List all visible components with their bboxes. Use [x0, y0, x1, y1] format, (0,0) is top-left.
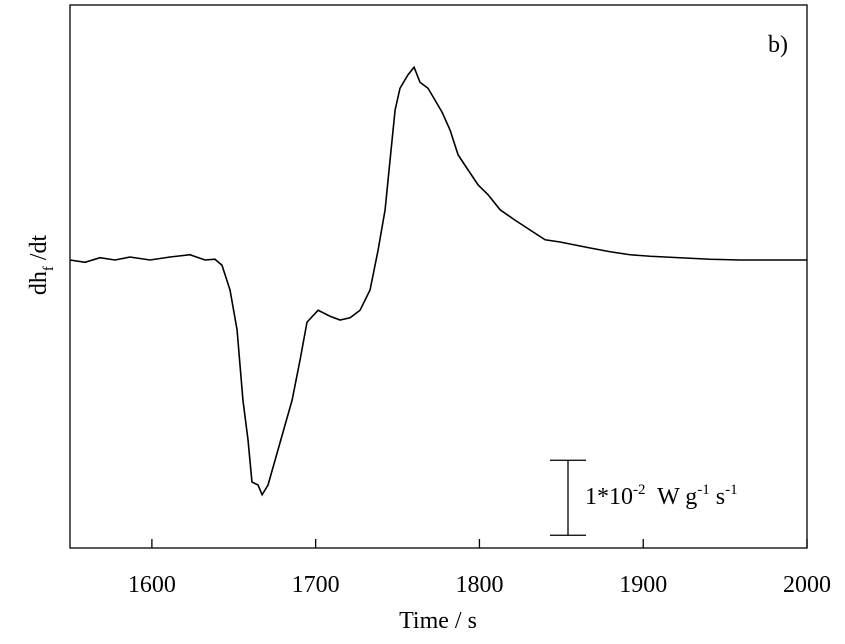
x-tick-label: 1900: [619, 572, 667, 598]
scale-sup: -1: [725, 482, 738, 498]
plot-frame: [69, 4, 808, 549]
scale-sup: -1: [697, 482, 710, 498]
x-tick-label: 2000: [783, 572, 831, 598]
x-tick-label: 1700: [292, 572, 340, 598]
y-label-sub: f: [41, 266, 57, 271]
scale-part: s: [710, 484, 725, 510]
x-axis-label: Time / s: [399, 608, 477, 634]
y-label-part: /dt: [26, 235, 52, 267]
y-label-part: dh: [26, 271, 52, 295]
y-axis-label: dhf /dt: [26, 235, 57, 296]
x-tick-label: 1600: [128, 572, 176, 598]
data-line: [69, 65, 807, 497]
scale-bar-label: 1*10-2 W g-1 s-1: [585, 482, 738, 510]
x-tick-label: 1800: [455, 572, 503, 598]
scale-part: 1*10: [585, 484, 633, 510]
panel-label: b): [768, 32, 788, 58]
scale-sup: -2: [633, 482, 646, 498]
scale-part: W g: [646, 484, 698, 510]
